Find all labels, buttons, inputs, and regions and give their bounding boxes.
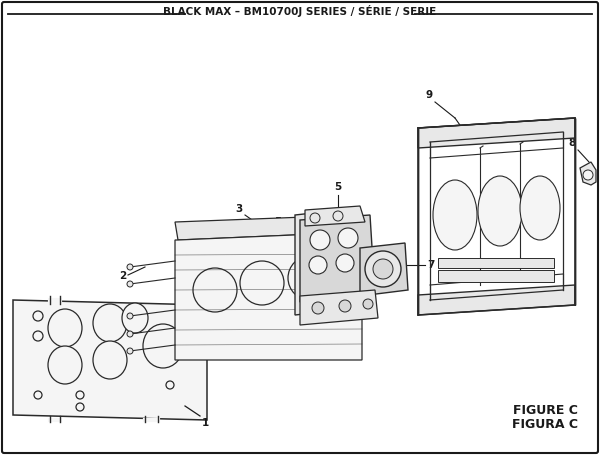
Ellipse shape: [143, 324, 183, 368]
Circle shape: [312, 302, 324, 314]
Polygon shape: [175, 232, 362, 360]
Circle shape: [127, 281, 133, 287]
Circle shape: [336, 254, 354, 272]
Circle shape: [288, 256, 332, 300]
Text: FIGURE C: FIGURE C: [512, 404, 577, 416]
Circle shape: [363, 299, 373, 309]
Polygon shape: [418, 285, 575, 315]
Polygon shape: [300, 215, 375, 302]
Circle shape: [193, 268, 237, 312]
Text: 5: 5: [274, 217, 281, 227]
Text: 8: 8: [569, 138, 576, 148]
Circle shape: [127, 313, 133, 319]
Ellipse shape: [93, 304, 127, 342]
Circle shape: [310, 230, 330, 250]
Ellipse shape: [520, 176, 560, 240]
Ellipse shape: [48, 346, 82, 384]
Circle shape: [309, 256, 327, 274]
Text: 7: 7: [427, 260, 434, 270]
Ellipse shape: [33, 311, 43, 321]
Circle shape: [365, 251, 401, 287]
Bar: [438, 258, 554, 268]
Text: 5: 5: [334, 182, 341, 192]
Polygon shape: [580, 162, 596, 185]
Text: 6: 6: [273, 315, 280, 325]
Ellipse shape: [478, 176, 522, 246]
Polygon shape: [175, 215, 362, 240]
Circle shape: [335, 258, 365, 288]
Polygon shape: [13, 300, 207, 420]
Polygon shape: [300, 290, 378, 325]
Ellipse shape: [34, 391, 42, 399]
Text: 3: 3: [236, 204, 243, 214]
Circle shape: [310, 213, 320, 223]
Text: FIGURA C: FIGURA C: [512, 418, 578, 430]
Text: 2: 2: [119, 271, 126, 281]
Polygon shape: [360, 243, 408, 296]
Ellipse shape: [76, 403, 84, 411]
Text: 1: 1: [202, 418, 209, 428]
Ellipse shape: [166, 381, 174, 389]
Ellipse shape: [433, 180, 477, 250]
Circle shape: [338, 228, 358, 248]
Text: BLACK MAX – BM10700J SERIES / SÉRIE / SERIE: BLACK MAX – BM10700J SERIES / SÉRIE / SE…: [163, 5, 437, 17]
Circle shape: [373, 259, 393, 279]
Ellipse shape: [33, 331, 43, 341]
Circle shape: [333, 211, 343, 221]
Polygon shape: [295, 210, 340, 315]
Circle shape: [583, 170, 593, 180]
Ellipse shape: [48, 309, 82, 347]
Text: 9: 9: [426, 90, 433, 100]
Polygon shape: [305, 206, 365, 226]
Text: 4: 4: [269, 257, 276, 267]
Circle shape: [127, 331, 133, 337]
Ellipse shape: [122, 303, 148, 333]
Circle shape: [240, 261, 284, 305]
Ellipse shape: [93, 341, 127, 379]
Circle shape: [127, 264, 133, 270]
Ellipse shape: [76, 391, 84, 399]
Circle shape: [127, 348, 133, 354]
Polygon shape: [418, 118, 575, 148]
Bar: [438, 270, 554, 282]
Circle shape: [339, 300, 351, 312]
